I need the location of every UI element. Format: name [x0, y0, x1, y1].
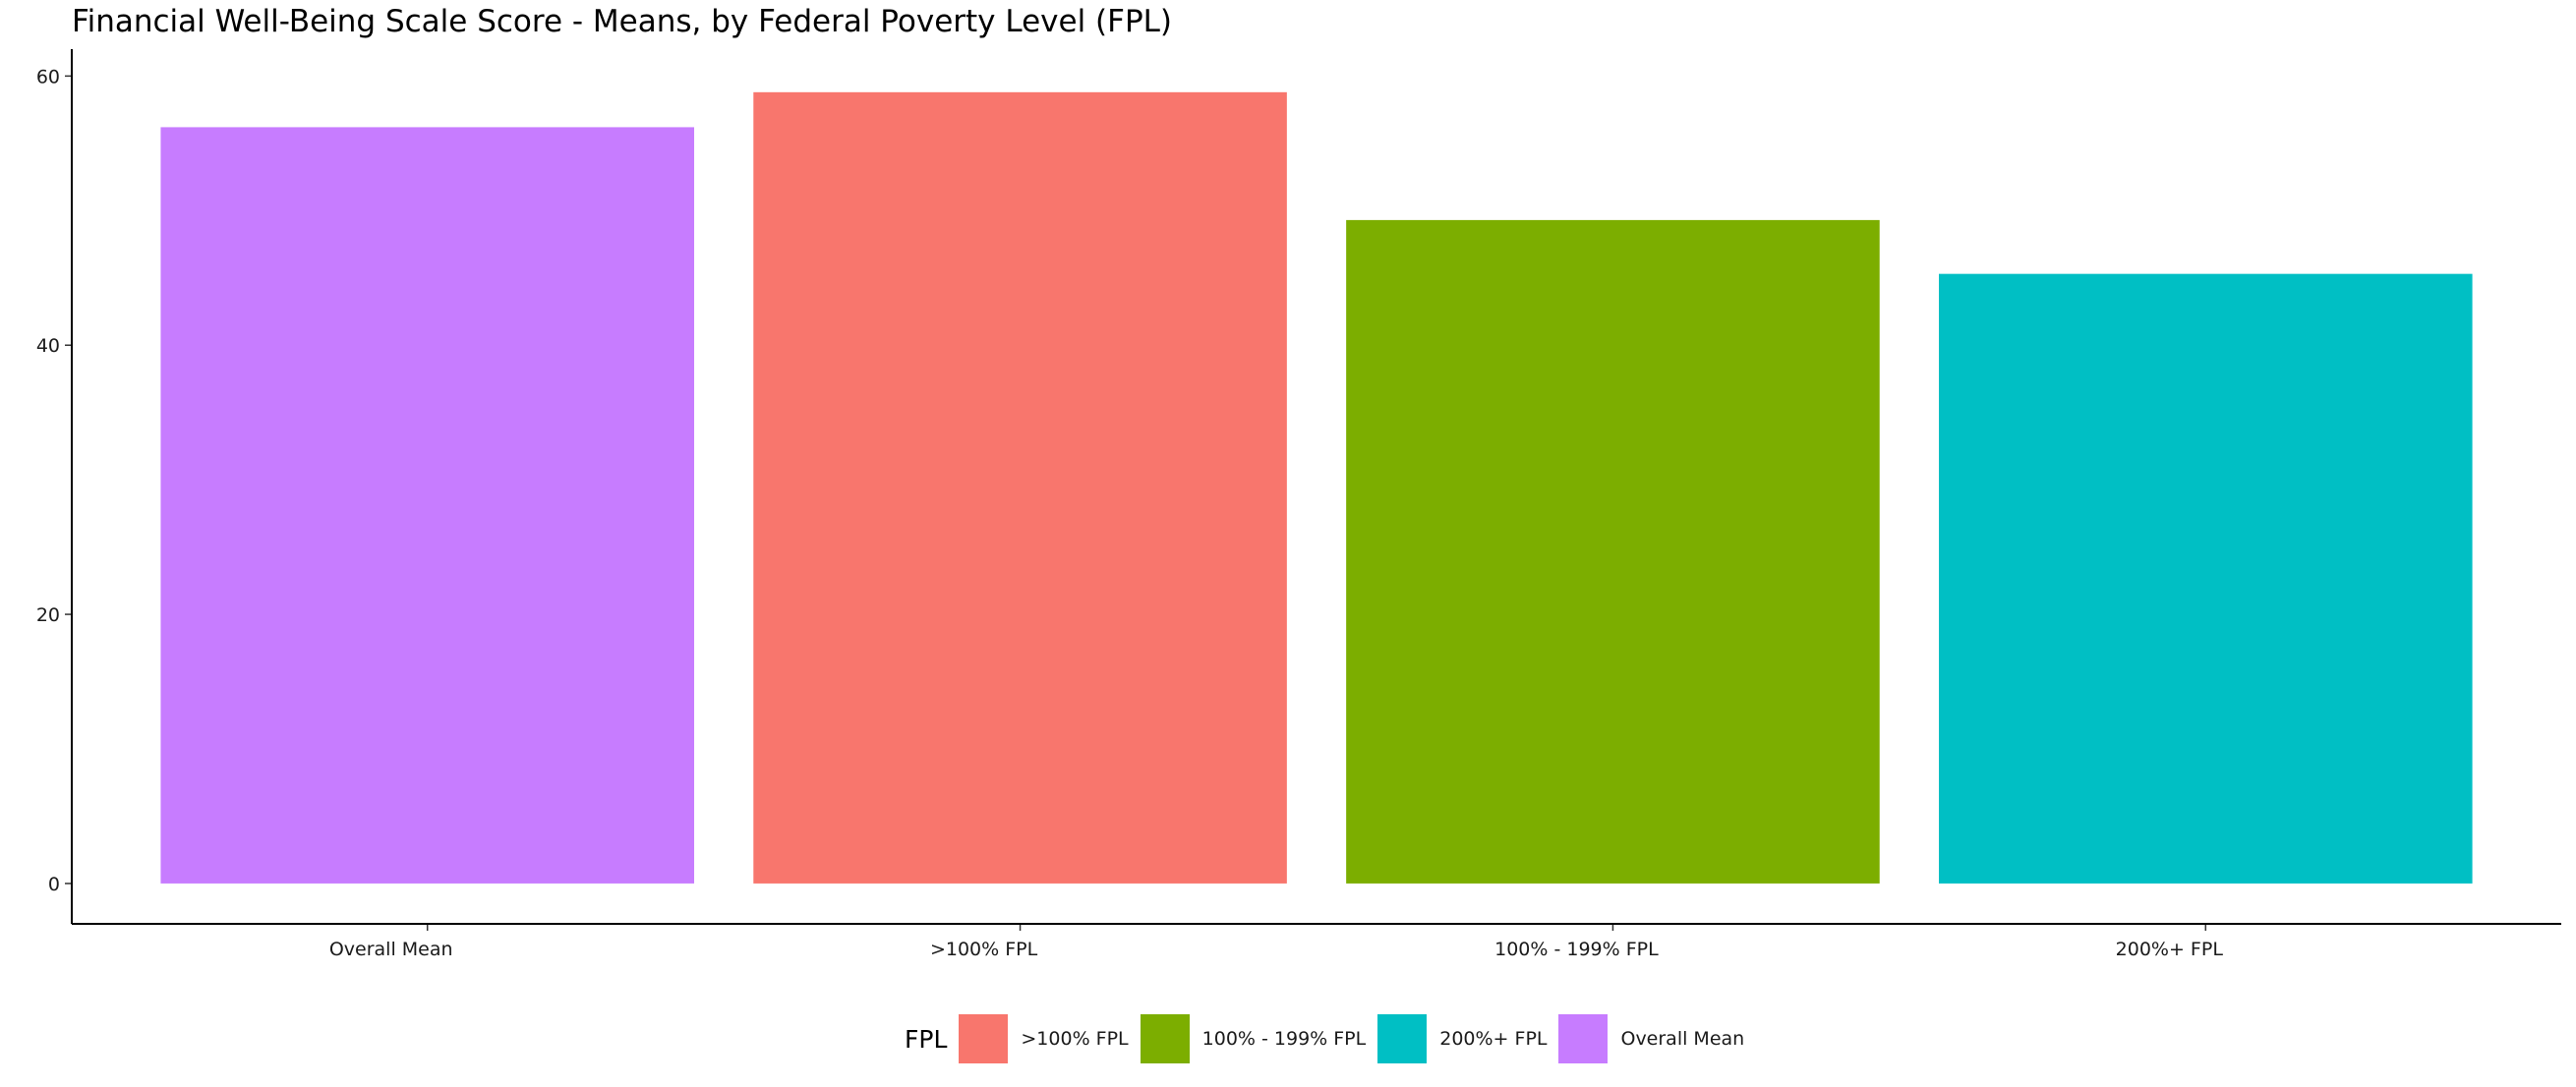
- legend-item: Overall Mean: [1558, 1014, 1744, 1063]
- y-tick-label: 40: [36, 335, 60, 357]
- bars-layer: [160, 91, 2473, 884]
- legend-label: 200%+ FPL: [1439, 1028, 1548, 1050]
- legend-label: >100% FPL: [1021, 1028, 1129, 1050]
- axes-layer: Overall Mean >100% FPL 100% - 199% FPL 200%…: [36, 49, 2561, 960]
- legend-row: FPL >100% FPL 100% - 199% FPL 200%+ FPL …: [905, 1012, 1756, 1065]
- legend-swatch: [1140, 1014, 1190, 1063]
- chart-title: Financial Well-Being Scale Score - Means…: [72, 4, 1173, 39]
- x-tick-label: 200%+ FPL: [2116, 939, 2224, 960]
- bar: [753, 91, 1287, 884]
- x-tick-label: >100% FPL: [930, 939, 1038, 960]
- bar: [1939, 273, 2473, 884]
- legend-swatch: [1377, 1014, 1428, 1063]
- legend-item: >100% FPL: [959, 1014, 1129, 1063]
- x-tick-label: Overall Mean: [329, 939, 453, 960]
- bar: [160, 127, 694, 884]
- legend-item: 200%+ FPL: [1377, 1014, 1547, 1063]
- x-tick-label: 100% - 199% FPL: [1494, 939, 1659, 960]
- legend-title: FPL: [905, 1024, 948, 1054]
- chart-plot: Overall Mean >100% FPL 100% - 199% FPL 200%…: [36, 49, 2561, 960]
- legend-swatch: [1558, 1014, 1609, 1063]
- y-tick-label: 0: [48, 874, 60, 895]
- bar: [1346, 219, 1880, 884]
- y-tick-label: 60: [36, 66, 60, 87]
- legend-label: Overall Mean: [1620, 1028, 1745, 1050]
- legend-item: 100% - 199% FPL: [1140, 1014, 1367, 1063]
- legend: FPL >100% FPL 100% - 199% FPL 200%+ FPL …: [0, 1012, 2576, 1071]
- legend-label: 100% - 199% FPL: [1201, 1028, 1367, 1050]
- y-tick-label: 20: [36, 604, 60, 626]
- legend-swatch: [959, 1014, 1009, 1063]
